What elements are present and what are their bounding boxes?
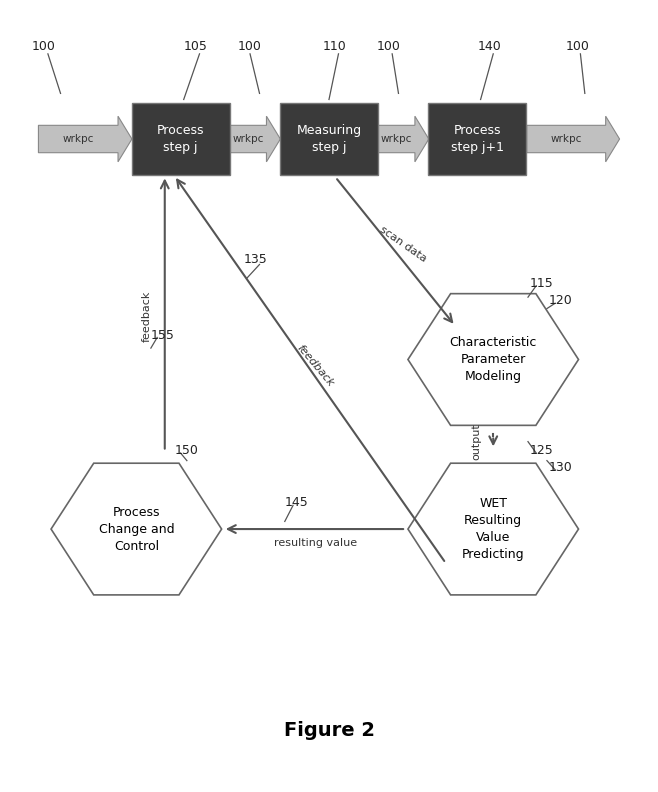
Text: Process
Change and
Control: Process Change and Control [99,505,174,553]
Polygon shape [408,294,578,425]
Text: 100: 100 [238,40,261,53]
Text: 100: 100 [32,40,56,53]
FancyBboxPatch shape [280,103,378,175]
Text: wrkpc: wrkpc [381,134,413,144]
Text: Characteristic
Parameter
Modeling: Characteristic Parameter Modeling [449,336,537,383]
Polygon shape [378,116,429,162]
Text: output: output [472,423,482,460]
Polygon shape [51,463,222,595]
Text: WET
Resulting
Value
Predicting: WET Resulting Value Predicting [462,497,524,561]
Text: Measuring
step j: Measuring step j [297,124,361,154]
Text: wrkpc: wrkpc [232,134,264,144]
Text: Process
step j+1: Process step j+1 [451,124,504,154]
Text: resulting value: resulting value [274,539,357,548]
Polygon shape [526,116,620,162]
FancyBboxPatch shape [132,103,230,175]
Polygon shape [38,116,132,162]
Text: wrkpc: wrkpc [551,134,582,144]
Text: 135: 135 [243,253,267,265]
Polygon shape [230,116,280,162]
Text: 105: 105 [184,40,207,53]
Text: Process
step j: Process step j [157,124,204,154]
Text: Figure 2: Figure 2 [284,721,374,740]
Text: 150: 150 [174,444,198,457]
FancyBboxPatch shape [428,103,526,175]
Text: 130: 130 [549,461,572,474]
Text: 145: 145 [285,496,309,509]
Text: feedback: feedback [142,291,152,342]
Text: 100: 100 [566,40,590,53]
Text: 125: 125 [530,444,553,457]
Text: 100: 100 [376,40,400,53]
Text: scan data: scan data [378,224,429,264]
Text: wrkpc: wrkpc [63,134,94,144]
Text: 115: 115 [530,277,553,290]
Text: 120: 120 [549,295,572,307]
Text: 110: 110 [322,40,346,53]
Text: 140: 140 [478,40,501,53]
Text: feedback: feedback [295,343,336,389]
Text: 155: 155 [151,329,175,341]
Polygon shape [408,463,578,595]
